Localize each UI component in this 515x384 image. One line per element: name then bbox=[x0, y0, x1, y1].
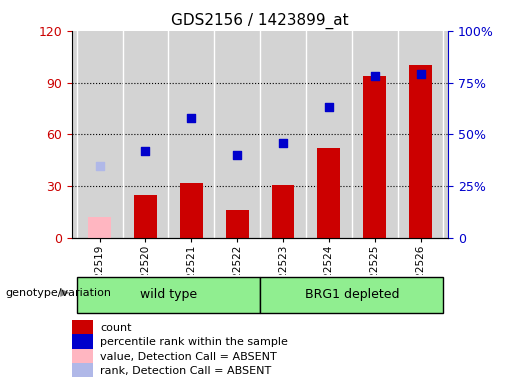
Point bbox=[187, 115, 195, 121]
Bar bbox=[226, 210, 249, 238]
Text: count: count bbox=[100, 323, 132, 333]
Point bbox=[279, 140, 287, 146]
Bar bbox=[72, 334, 93, 349]
Bar bbox=[363, 76, 386, 238]
Bar bbox=[72, 349, 93, 363]
Bar bbox=[260, 276, 443, 313]
Bar bbox=[72, 363, 93, 377]
Point bbox=[371, 73, 379, 79]
Bar bbox=[72, 320, 93, 334]
Bar bbox=[77, 276, 260, 313]
Bar bbox=[134, 195, 157, 238]
Point bbox=[233, 152, 241, 158]
Bar bbox=[271, 185, 295, 238]
Bar bbox=[409, 65, 432, 238]
Bar bbox=[180, 183, 203, 238]
Polygon shape bbox=[60, 288, 70, 297]
Bar bbox=[88, 217, 111, 238]
Bar bbox=[317, 148, 340, 238]
Title: GDS2156 / 1423899_at: GDS2156 / 1423899_at bbox=[171, 13, 349, 29]
Text: percentile rank within the sample: percentile rank within the sample bbox=[100, 337, 288, 347]
Text: wild type: wild type bbox=[140, 288, 197, 301]
Point bbox=[417, 71, 425, 77]
Text: value, Detection Call = ABSENT: value, Detection Call = ABSENT bbox=[100, 352, 277, 362]
Text: rank, Detection Call = ABSENT: rank, Detection Call = ABSENT bbox=[100, 366, 272, 376]
Text: BRG1 depleted: BRG1 depleted bbox=[304, 288, 399, 301]
Point bbox=[325, 104, 333, 111]
Point bbox=[95, 162, 104, 169]
Point bbox=[141, 148, 149, 154]
Text: genotype/variation: genotype/variation bbox=[5, 288, 111, 298]
